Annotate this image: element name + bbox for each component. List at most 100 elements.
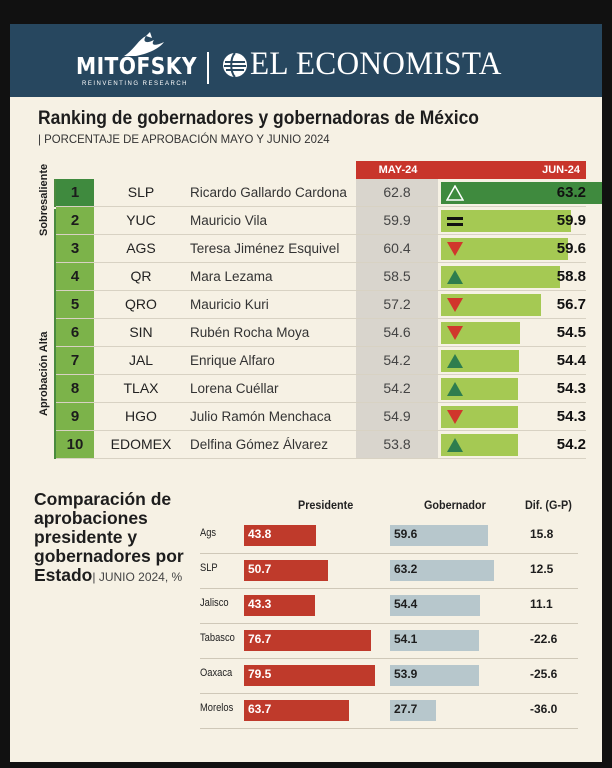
group-line-aprobacion-alta: [54, 209, 56, 459]
column-gobernador: Gobernador: [424, 498, 486, 512]
el-economista-logo: EL ECONOMISTA: [250, 46, 502, 82]
governor-name: Julio Ramón Menchaca: [190, 409, 332, 424]
presidente-value: 43.8: [248, 527, 272, 541]
governor-name: Ricardo Gallardo Cardona: [190, 185, 347, 200]
jun-value: 58.8: [556, 268, 586, 285]
comparison-row: Morelos 63.7 27.7 -36.0: [200, 694, 578, 729]
state-code: QR: [130, 268, 152, 284]
table-row: 8 TLAX Lorena Cuéllar 54.2 54.3: [56, 375, 586, 403]
jun-bar: [441, 294, 541, 316]
rank-number: 6: [56, 319, 94, 346]
category-label: Tabasco: [200, 632, 235, 644]
trend-down-icon: [447, 298, 463, 312]
rank-number: 2: [56, 207, 94, 234]
jun-bar: [441, 238, 568, 260]
jun-value: 54.3: [556, 408, 586, 425]
jun-header: JUN-24: [440, 161, 586, 179]
ranking-subtitle: | PORCENTAJE DE APROBACIÓN MAYO Y JUNIO …: [38, 132, 330, 146]
rank-number: 7: [56, 347, 94, 374]
presidente-bar: [244, 700, 350, 721]
comparison-row: Tabasco 76.7 54.1 -22.6: [200, 624, 578, 659]
difference-value: 15.8: [530, 527, 554, 541]
may-value: 59.9: [356, 207, 438, 234]
table-row: 5 QRO Mauricio Kuri 57.2 56.7: [56, 291, 586, 319]
governor-name: Teresa Jiménez Esquivel: [190, 241, 340, 256]
state-code: TLAX: [123, 380, 159, 396]
governor-name: Lorena Cuéllar: [190, 381, 279, 396]
group-label-sobresaliente: Sobresaliente: [38, 163, 50, 236]
state-code: SIN: [129, 324, 153, 340]
column-diferencia: Dif. (G-P): [525, 498, 572, 512]
may-value: 62.8: [356, 179, 438, 206]
gobernador-bar: [390, 630, 480, 651]
logo-divider: [207, 52, 209, 84]
presidente-value: 79.5: [248, 667, 272, 681]
gobernador-value: 59.6: [394, 527, 418, 541]
gobernador-bar: [390, 665, 479, 686]
gobernador-bar: [390, 595, 480, 616]
governor-name: Mara Lezama: [190, 269, 273, 284]
governor-name: Mauricio Kuri: [190, 297, 269, 312]
governor-name: Enrique Alfaro: [190, 353, 275, 368]
mitofsky-tagline: REINVENTING RESEARCH: [82, 81, 189, 87]
may-value: 54.6: [356, 319, 438, 346]
gobernador-bar: [390, 560, 495, 581]
jun-bar: [441, 182, 602, 204]
may-value: 54.9: [356, 403, 438, 430]
difference-value: -36.0: [530, 702, 558, 716]
table-row: 4 QR Mara Lezama 58.5 58.8: [56, 263, 586, 291]
difference-value: -25.6: [530, 667, 558, 681]
comparison-row: Ags 43.8 59.6 15.8: [200, 519, 578, 554]
governor-name: Mauricio Vila: [190, 213, 268, 228]
table-row: 3 AGS Teresa Jiménez Esquivel 60.4 59.6: [56, 235, 586, 263]
trend-up-icon: [447, 354, 463, 368]
globe-icon: [223, 52, 247, 78]
ranking-table: 1 SLP Ricardo Gallardo Cardona 62.8 63.2 2 YUC…: [56, 179, 602, 459]
may-value: 60.4: [356, 235, 438, 262]
comparison-title-unit: | JUNIO 2024, %: [92, 570, 183, 584]
rank-number: 10: [56, 431, 94, 458]
jun-bar: [441, 266, 561, 288]
trend-up-icon: [447, 382, 463, 396]
comparison-row: Jalisco 43.3 54.4 11.1: [200, 589, 578, 624]
difference-value: 11.1: [530, 597, 553, 611]
group-line-sobresaliente: [54, 179, 56, 207]
difference-value: 12.5: [530, 562, 554, 576]
trend-up-icon: [447, 270, 463, 284]
category-label: Oaxaca: [200, 667, 233, 679]
trend-down-icon: [447, 326, 463, 340]
comparison-row: Oaxaca 79.5 53.9 -25.6: [200, 659, 578, 694]
presidente-value: 43.3: [248, 597, 272, 611]
comparison-title-text: Comparación de aprobaciones presidente y…: [34, 489, 184, 585]
gobernador-value: 63.2: [394, 562, 418, 576]
governor-name: Delfina Gómez Álvarez: [190, 437, 329, 452]
mitofsky-logo: MITOFSKY: [76, 54, 197, 80]
may-value: 54.2: [356, 375, 438, 402]
comparison-title: Comparación de aprobaciones presidente y…: [34, 490, 199, 587]
trend-up-icon: [447, 438, 463, 452]
presidente-bar: [244, 630, 371, 651]
gobernador-value: 53.9: [394, 667, 418, 681]
header-banner: MITOFSKY REINVENTING RESEARCH EL ECONOMI…: [10, 24, 602, 97]
gobernador-bar: [390, 700, 436, 721]
category-label: Ags: [200, 527, 217, 539]
category-label: Morelos: [200, 702, 234, 714]
comparison-unit-text: JUNIO 2024, %: [98, 570, 183, 584]
trend-equal-icon: [447, 217, 463, 226]
rank-number: 1: [56, 179, 94, 206]
jun-value: 54.4: [556, 352, 586, 369]
infographic: MITOFSKY REINVENTING RESEARCH EL ECONOMI…: [10, 24, 602, 762]
difference-value: -22.6: [530, 632, 558, 646]
bird-logo-icon: [124, 32, 164, 56]
jun-value: 56.7: [556, 296, 586, 313]
may-value: 54.2: [356, 347, 438, 374]
trend-up-icon: [446, 185, 464, 201]
state-code: AGS: [126, 240, 156, 256]
presidente-bar: [244, 595, 316, 616]
may-header: MAY-24: [356, 161, 440, 179]
rank-number: 4: [56, 263, 94, 290]
table-row: 1 SLP Ricardo Gallardo Cardona 62.8 63.2: [56, 179, 602, 207]
jun-value: 63.2: [556, 184, 586, 201]
gobernador-value: 27.7: [394, 702, 418, 716]
presidente-bar: [244, 525, 317, 546]
